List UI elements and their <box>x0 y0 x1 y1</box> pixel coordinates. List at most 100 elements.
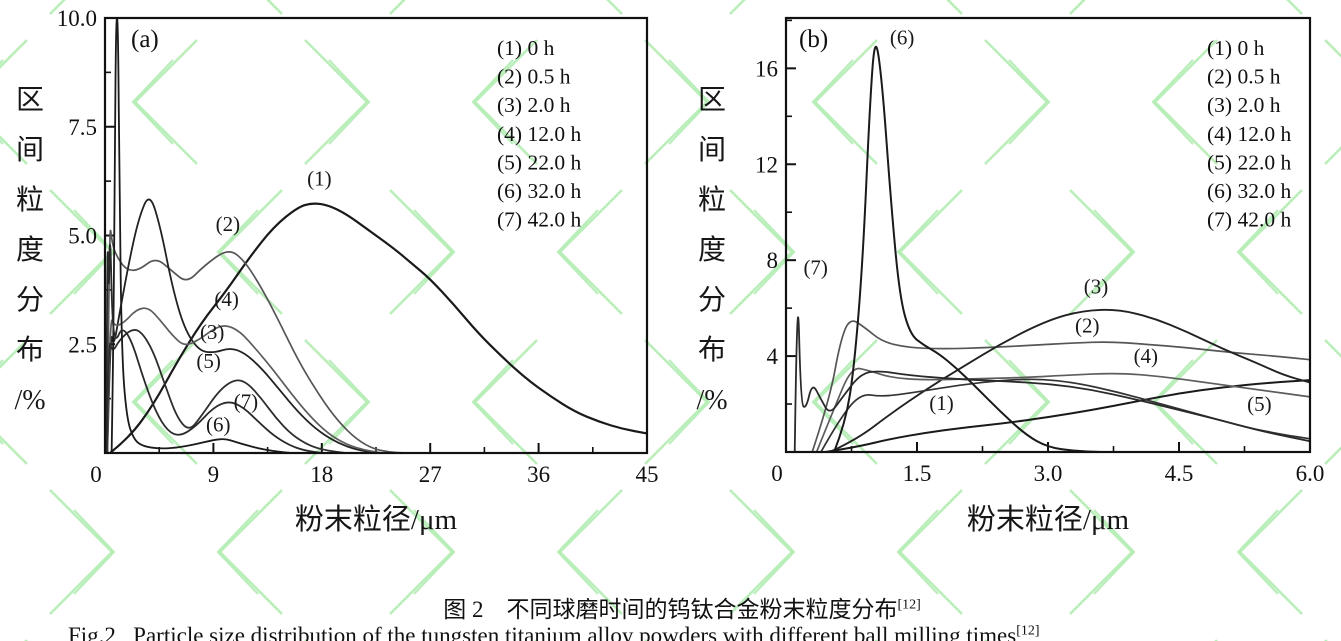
series-curve <box>815 367 1311 453</box>
watermark-chevron <box>558 189 623 315</box>
series-curve <box>106 229 407 454</box>
watermark-chevron <box>1324 39 1341 165</box>
watermark-chevron <box>328 359 371 445</box>
x-axis-label-b: 粉末粒径/μm <box>966 504 1130 536</box>
y-axis-label-char: 分 <box>15 285 44 316</box>
watermark-chevron <box>1069 0 1086 15</box>
watermark-chevron <box>473 339 538 465</box>
y-tick-label: 8 <box>767 248 779 273</box>
curve-label: (6) <box>890 25 915 49</box>
watermark-chevron <box>0 359 4 445</box>
chart-panel-b: 0 1.5 3.0 4.5 6.0 4 8 12 16 (1) (2) (3) (4) (5) (6) (7)… <box>755 16 1325 486</box>
watermark-chevron <box>133 39 198 165</box>
legend-item: (1) 0 h <box>1207 36 1265 60</box>
x-tick-label: 18 <box>310 462 333 487</box>
series-curve <box>793 316 1311 453</box>
x-tick-label: 0 <box>771 461 783 486</box>
curve-label: (2) <box>1075 314 1100 338</box>
legend-item: (5) 22.0 h <box>1207 150 1291 174</box>
x-tick-label: 36 <box>527 462 550 487</box>
series-curve <box>110 17 293 454</box>
y-axis-label-b: 区间粒度分布 /% <box>690 76 734 426</box>
watermark-chevron <box>1324 339 1341 465</box>
watermark-chevron <box>471 59 514 145</box>
watermark-chevron <box>49 0 66 15</box>
series-curve <box>833 45 1102 453</box>
plot-frame <box>103 16 649 455</box>
curve-label: (7) <box>803 256 828 280</box>
y-axis-label-char: 粒 <box>697 185 726 216</box>
chart-panel-a: 0 9 18 27 36 45 2.5 5.0 7.5 10.0 (1) (2) (3) (4) (5) (6… <box>57 6 659 487</box>
curve-label: (3) <box>200 320 225 344</box>
x-tick-label: 4.5 <box>1165 461 1194 486</box>
y-axis-label-char: 区 <box>15 85 44 116</box>
watermark-chevron <box>1238 189 1303 315</box>
y-axis-label-char: 布 <box>697 335 726 366</box>
legend-item: (7) 42.0 h <box>497 208 581 232</box>
legend-item: (6) 32.0 h <box>497 179 581 203</box>
series-curve <box>106 307 383 454</box>
y-tick-label: 5.0 <box>68 224 97 249</box>
curve-label: (2) <box>216 212 241 236</box>
watermark-chevron <box>811 359 854 445</box>
x-tick-label: 45 <box>636 462 659 487</box>
plot-frame <box>784 16 1312 454</box>
y-axis-label-char: 布 <box>15 335 44 366</box>
watermark-chevron <box>389 0 406 15</box>
legend-item: (5) 22.0 h <box>497 150 581 174</box>
caption-chinese-ref: [12] <box>897 597 921 613</box>
y-axis-label-char: 度 <box>15 235 44 266</box>
watermark-chevron <box>1093 209 1136 295</box>
legend-item: (2) 0.5 h <box>497 65 571 89</box>
watermark-chevron <box>753 209 796 295</box>
y-axis-label-char: 粒 <box>15 185 44 216</box>
watermark-chevron <box>898 189 963 315</box>
x-tick-label: 0 <box>90 462 102 487</box>
y-axis-label-char: 区 <box>697 85 726 116</box>
curve-label: (6) <box>206 412 231 436</box>
y-tick-label: 2.5 <box>68 332 97 357</box>
y-axis-label-char: /% <box>14 385 46 416</box>
legend-item: (4) 12.0 h <box>1207 122 1291 146</box>
watermark-chevron <box>1153 339 1218 465</box>
y-tick-label: 10.0 <box>57 6 97 31</box>
curve-label: (1) <box>929 391 954 415</box>
watermark-chevron <box>984 39 1049 165</box>
series-curve <box>106 198 383 454</box>
watermark-chevron <box>1236 209 1279 295</box>
curve-label: (4) <box>214 287 239 311</box>
y-tick-label: 7.5 <box>68 115 97 140</box>
watermark-chevron <box>73 209 116 295</box>
series-curve <box>109 202 649 454</box>
panel-label: (b) <box>799 26 828 53</box>
series-curve <box>105 329 347 454</box>
watermark-chevron <box>133 339 198 465</box>
watermark-chevron <box>0 59 4 145</box>
x-tick-label: 6.0 <box>1296 461 1325 486</box>
legend-item: (4) 12.0 h <box>497 122 581 146</box>
x-tick-label: 27 <box>419 462 442 487</box>
series-curve <box>828 308 1311 453</box>
watermark-chevron <box>813 39 878 165</box>
curve-label: (5) <box>1247 392 1272 416</box>
watermark-chevron <box>1286 0 1303 15</box>
watermark-chevron <box>556 209 599 295</box>
curve-label: (5) <box>196 349 221 373</box>
watermark-chevron <box>328 59 371 145</box>
x-tick-label: 3.0 <box>1034 461 1063 486</box>
y-axis-label-char: 分 <box>697 285 726 316</box>
series-curve <box>824 379 1311 453</box>
watermark-chevron <box>946 0 963 15</box>
watermark-chevron <box>1069 189 1134 315</box>
caption-english-text: Fig.2 Particle size distribution of the … <box>68 623 1017 641</box>
caption-chinese: 图 2 不同球磨时间的钨钛合金粉末粒度分布[12] <box>0 564 1341 641</box>
watermark-chevron <box>216 209 259 295</box>
legend-item: (7) 42.0 h <box>1207 208 1291 232</box>
series-curve <box>105 244 323 454</box>
curve-label: (3) <box>1084 275 1109 299</box>
watermark-chevron <box>811 59 854 145</box>
y-axis-label-char: 度 <box>697 235 726 266</box>
watermark-chevron <box>984 339 1049 465</box>
